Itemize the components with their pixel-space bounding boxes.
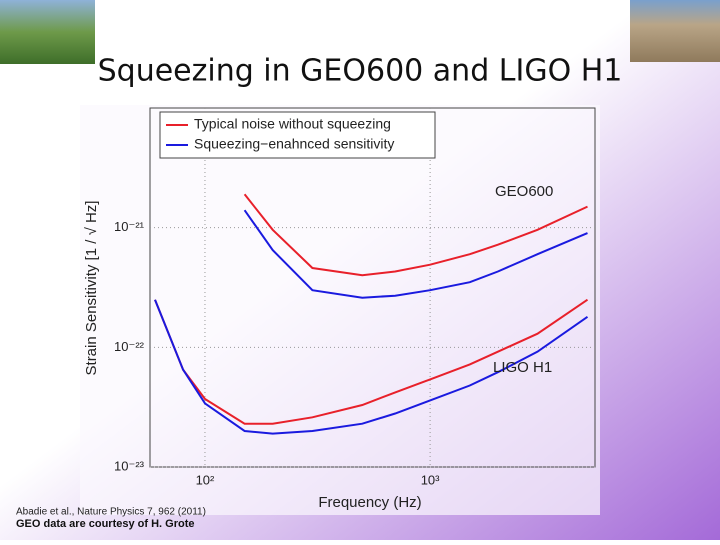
annotation: GEO600 <box>495 183 553 200</box>
y-tick-label: 10⁻²² <box>114 339 145 354</box>
series-line <box>154 209 589 435</box>
credit: GEO data are courtesy of H. Grote <box>16 518 195 530</box>
x-tick-label: 10² <box>196 472 215 487</box>
figure-bg <box>80 105 600 515</box>
slide-title: Squeezing in GEO600 and LIGO H1 <box>98 54 623 89</box>
legend-label: Typical noise without squeezing <box>194 116 391 132</box>
series-line <box>154 193 589 425</box>
citation: Abadie et al., Nature Physics 7, 962 (20… <box>16 507 206 518</box>
y-axis-label: Strain Sensitivity [1 / √ Hz] <box>83 201 100 376</box>
photo <box>0 0 95 64</box>
legend-box <box>159 111 436 159</box>
y-tick-label: 10⁻²¹ <box>114 219 145 234</box>
plot-frame <box>149 107 596 468</box>
y-tick-label: 10⁻²³ <box>114 458 145 473</box>
legend-label: Squeezing−enahnced sensitivity <box>194 136 394 152</box>
x-tick-label: 10³ <box>421 472 440 487</box>
annotation: LIGO H1 <box>493 359 552 376</box>
photo <box>630 0 720 62</box>
x-axis-label: Frequency (Hz) <box>318 494 421 511</box>
